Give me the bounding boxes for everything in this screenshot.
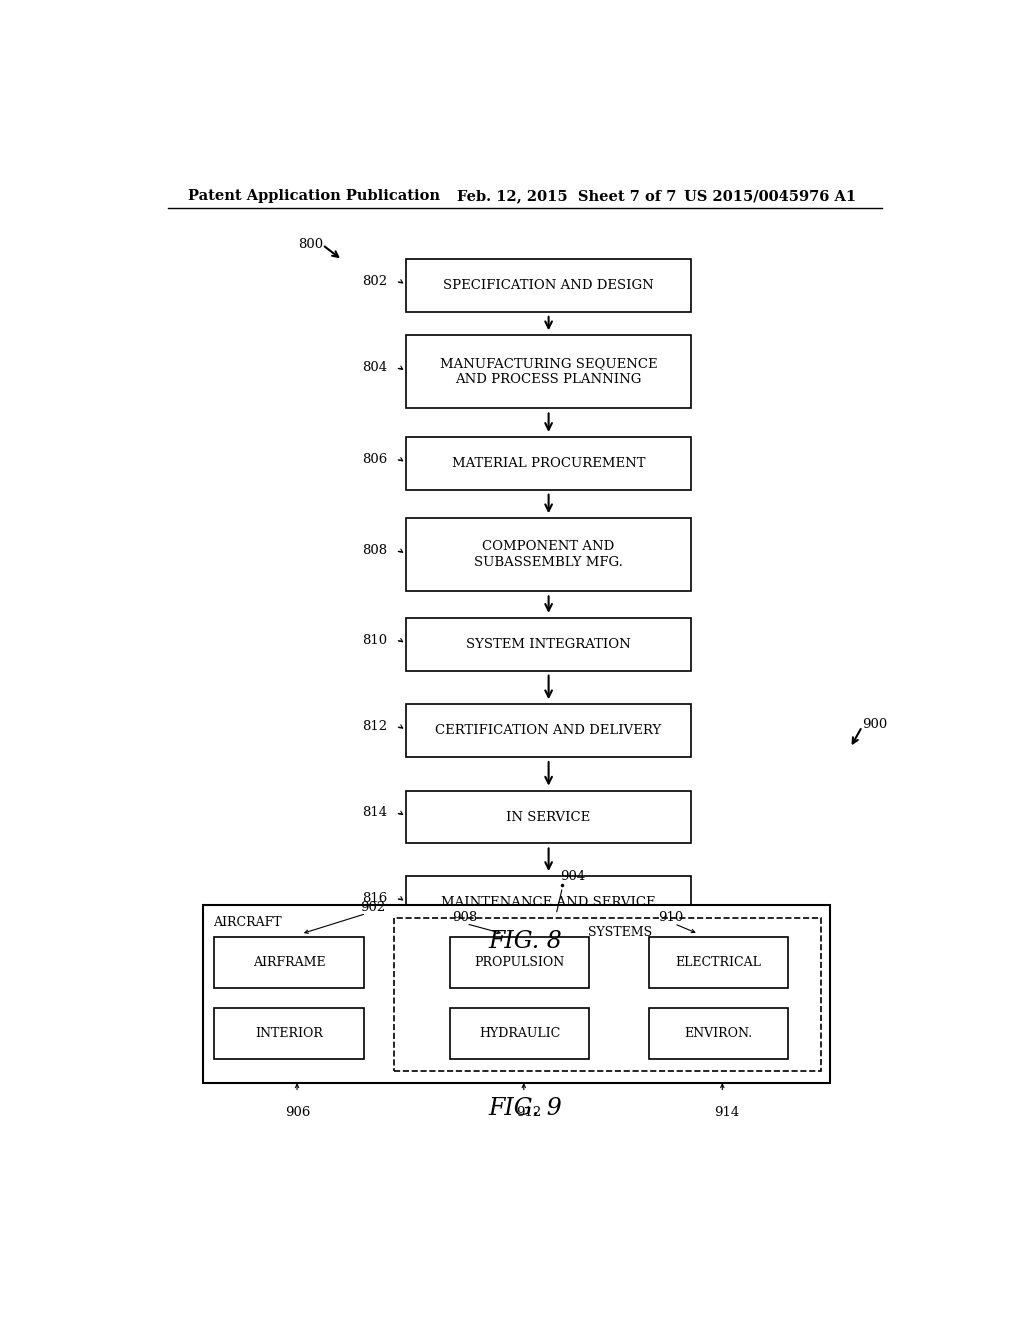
Text: 804: 804	[362, 362, 387, 375]
Text: IN SERVICE: IN SERVICE	[507, 810, 591, 824]
Text: AIRFRAME: AIRFRAME	[253, 956, 326, 969]
Text: ENVIRON.: ENVIRON.	[684, 1027, 753, 1040]
Text: INTERIOR: INTERIOR	[255, 1027, 323, 1040]
Text: SYSTEMS: SYSTEMS	[588, 925, 652, 939]
Text: SYSTEM INTEGRATION: SYSTEM INTEGRATION	[466, 638, 631, 651]
Text: 808: 808	[362, 544, 387, 557]
Text: US 2015/0045976 A1: US 2015/0045976 A1	[684, 189, 856, 203]
FancyBboxPatch shape	[406, 335, 691, 408]
FancyBboxPatch shape	[649, 1008, 787, 1059]
Text: MATERIAL PROCUREMENT: MATERIAL PROCUREMENT	[452, 457, 645, 470]
Text: 910: 910	[658, 911, 684, 924]
Text: 812: 812	[362, 721, 387, 733]
FancyBboxPatch shape	[406, 791, 691, 843]
Text: FIG. 8: FIG. 8	[487, 929, 562, 953]
Text: 908: 908	[452, 911, 477, 924]
FancyBboxPatch shape	[406, 876, 691, 929]
Text: PROPULSION: PROPULSION	[475, 956, 565, 969]
Text: HYDRAULIC: HYDRAULIC	[479, 1027, 560, 1040]
Text: 902: 902	[360, 900, 386, 913]
FancyBboxPatch shape	[451, 937, 589, 987]
FancyBboxPatch shape	[649, 937, 787, 987]
Text: Patent Application Publication: Patent Application Publication	[187, 189, 439, 203]
Text: 816: 816	[362, 892, 387, 904]
Text: 802: 802	[362, 275, 387, 288]
FancyBboxPatch shape	[406, 437, 691, 490]
Text: 800: 800	[299, 239, 324, 251]
Text: SPECIFICATION AND DESIGN: SPECIFICATION AND DESIGN	[443, 279, 654, 292]
Text: 914: 914	[715, 1106, 739, 1118]
Text: ELECTRICAL: ELECTRICAL	[676, 956, 761, 969]
Text: 814: 814	[362, 807, 387, 820]
Text: 912: 912	[516, 1106, 541, 1118]
Text: COMPONENT AND
SUBASSEMBLY MFG.: COMPONENT AND SUBASSEMBLY MFG.	[474, 540, 623, 569]
Text: 810: 810	[362, 634, 387, 647]
Text: CERTIFICATION AND DELIVERY: CERTIFICATION AND DELIVERY	[435, 725, 662, 737]
Text: 806: 806	[362, 453, 387, 466]
FancyBboxPatch shape	[204, 906, 830, 1084]
FancyBboxPatch shape	[406, 704, 691, 758]
Text: MANUFACTURING SEQUENCE
AND PROCESS PLANNING: MANUFACTURING SEQUENCE AND PROCESS PLANN…	[439, 358, 657, 387]
FancyBboxPatch shape	[394, 917, 821, 1071]
Text: 906: 906	[285, 1106, 310, 1118]
FancyBboxPatch shape	[406, 519, 691, 591]
Text: Feb. 12, 2015  Sheet 7 of 7: Feb. 12, 2015 Sheet 7 of 7	[458, 189, 677, 203]
FancyBboxPatch shape	[214, 1008, 365, 1059]
FancyBboxPatch shape	[406, 259, 691, 312]
FancyBboxPatch shape	[214, 937, 365, 987]
Text: MAINTENANCE AND SERVICE: MAINTENANCE AND SERVICE	[441, 896, 656, 909]
FancyBboxPatch shape	[406, 618, 691, 671]
Text: FIG. 9: FIG. 9	[487, 1097, 562, 1121]
Text: 904: 904	[560, 870, 586, 883]
Text: 900: 900	[862, 718, 888, 731]
Text: AIRCRAFT: AIRCRAFT	[213, 916, 282, 928]
FancyBboxPatch shape	[451, 1008, 589, 1059]
